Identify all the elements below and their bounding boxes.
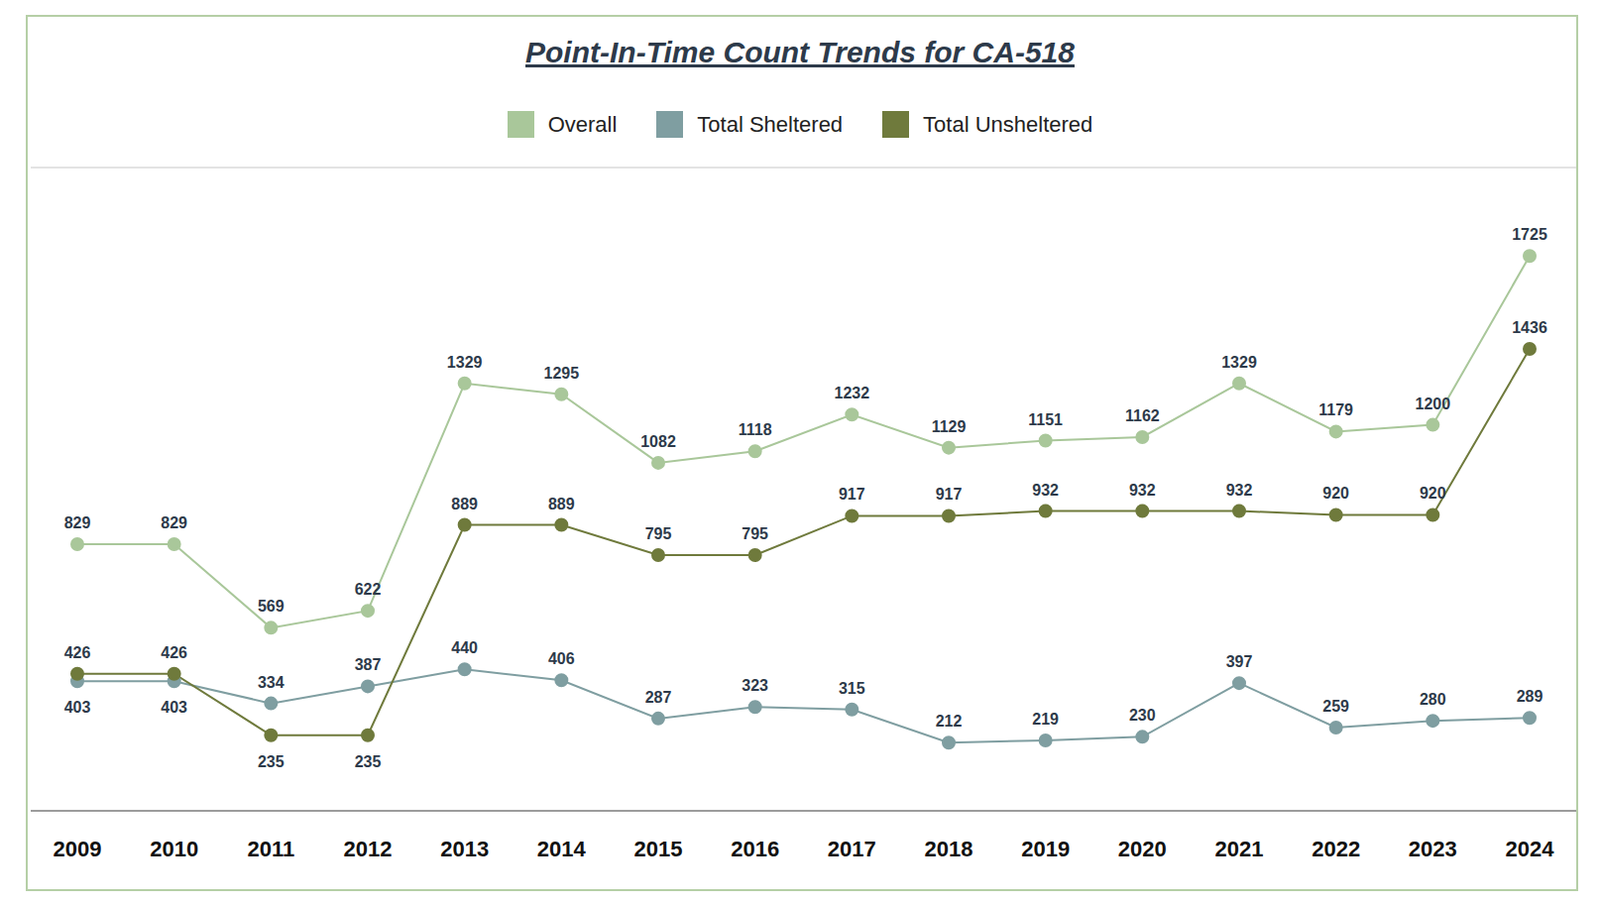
svg-text:219: 219 [1031,710,1059,728]
svg-text:569: 569 [257,597,285,615]
svg-text:2013: 2013 [440,836,489,862]
svg-text:932: 932 [1226,481,1254,499]
svg-text:1162: 1162 [1125,407,1160,425]
svg-text:795: 795 [741,525,769,543]
svg-text:259: 259 [1322,697,1350,715]
svg-text:1329: 1329 [1221,353,1258,371]
svg-text:2019: 2019 [1021,836,1070,862]
svg-text:917: 917 [935,485,963,503]
svg-text:1329: 1329 [447,353,483,371]
svg-text:2011: 2011 [246,836,295,862]
svg-text:2014: 2014 [537,836,587,862]
svg-text:1295: 1295 [544,364,580,382]
svg-text:932: 932 [1129,481,1156,499]
svg-text:1232: 1232 [834,384,871,402]
svg-text:403: 403 [64,698,92,716]
svg-text:2023: 2023 [1408,836,1458,862]
svg-text:1151: 1151 [1028,411,1063,429]
svg-text:426: 426 [64,644,92,662]
svg-text:280: 280 [1419,690,1447,708]
html-text:Overall: Overall [547,111,617,137]
svg-text:2012: 2012 [343,836,393,862]
svg-text:920: 920 [1322,484,1350,502]
svg-text:2010: 2010 [149,836,199,862]
svg-text:2024: 2024 [1505,836,1556,862]
svg-text:406: 406 [548,650,575,668]
svg-text:795: 795 [645,525,673,543]
svg-text:230: 230 [1129,706,1156,724]
svg-text:1725: 1725 [1511,226,1548,243]
svg-text:2018: 2018 [924,836,974,862]
svg-text:2009: 2009 [53,836,103,862]
svg-text:1179: 1179 [1318,401,1354,419]
svg-text:1200: 1200 [1415,395,1452,413]
html-text:Total Unsheltered: Total Unsheltered [923,111,1093,137]
svg-text:397: 397 [1226,653,1254,671]
svg-text:334: 334 [257,674,285,691]
svg-text:2022: 2022 [1311,836,1361,862]
svg-text:2015: 2015 [634,836,684,862]
svg-text:932: 932 [1031,481,1059,499]
svg-text:889: 889 [451,495,478,513]
svg-text:235: 235 [354,753,382,771]
html-text:Point-In-Time Count Trends for: Point-In-Time Count Trends for CA-518 [525,35,1075,69]
svg-text:440: 440 [451,639,478,657]
svg-text:323: 323 [741,677,769,694]
svg-text:889: 889 [548,495,575,513]
svg-text:2017: 2017 [827,836,877,862]
svg-text:1436: 1436 [1511,319,1548,337]
svg-text:235: 235 [257,753,285,771]
svg-text:2020: 2020 [1118,836,1167,862]
html-text:Total Sheltered: Total Sheltered [697,111,843,137]
svg-text:1118: 1118 [738,421,773,439]
svg-text:920: 920 [1419,484,1447,502]
svg-text:1129: 1129 [931,418,967,436]
svg-text:426: 426 [160,644,188,662]
svg-text:1082: 1082 [640,433,677,451]
svg-text:829: 829 [64,514,92,532]
svg-text:917: 917 [838,485,866,503]
svg-text:622: 622 [354,580,382,598]
svg-text:403: 403 [160,698,188,716]
svg-text:287: 287 [645,688,673,706]
svg-text:212: 212 [935,712,963,730]
svg-text:2021: 2021 [1215,836,1264,862]
svg-text:315: 315 [838,680,866,697]
svg-text:829: 829 [160,514,188,532]
svg-text:2016: 2016 [730,836,780,862]
svg-text:387: 387 [354,656,382,674]
svg-text:289: 289 [1516,687,1544,705]
